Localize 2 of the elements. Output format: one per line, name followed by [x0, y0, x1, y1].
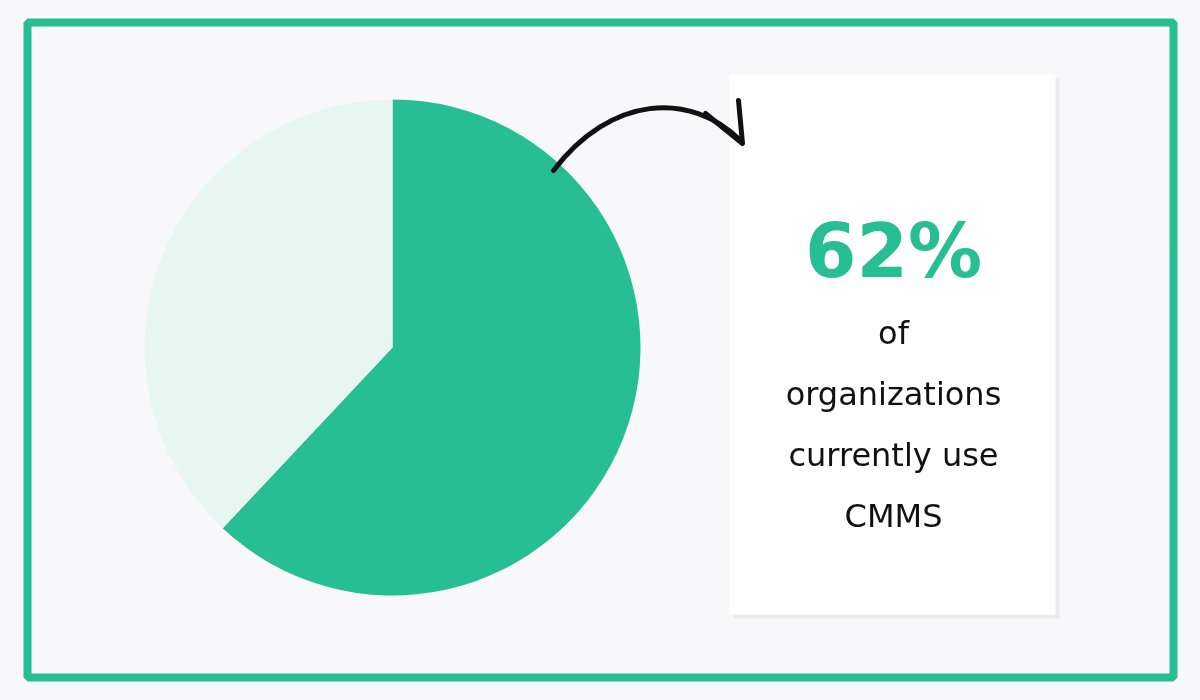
text: of organizations currently use CMMS [785, 313, 1002, 535]
data-label: 62% [804, 207, 983, 294]
